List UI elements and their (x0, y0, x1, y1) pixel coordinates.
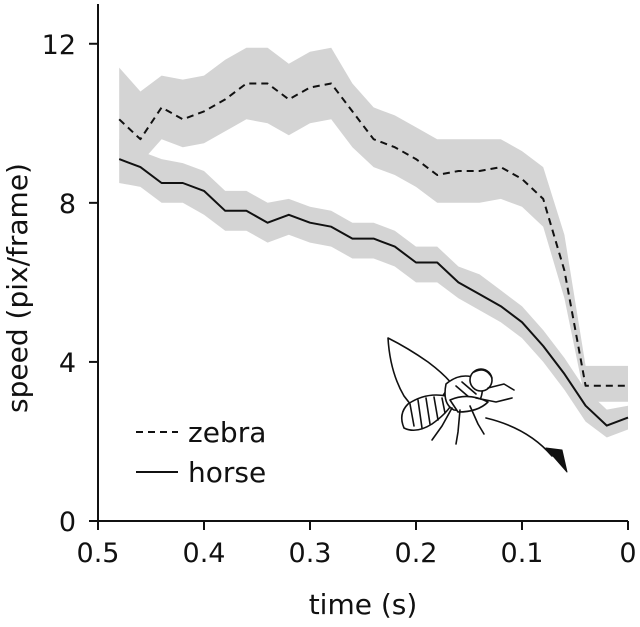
y-tick-label: 0 (59, 507, 76, 538)
band-horse (119, 139, 628, 438)
series-line-zebra (118, 82, 628, 387)
confidence-bands (119, 47, 628, 438)
horsefly-icon (387, 337, 568, 473)
series-line-horse (118, 158, 629, 427)
y-tick-label: 8 (59, 189, 76, 220)
legend-label-horse: horse (188, 456, 266, 489)
y-axis-title: speed (pix/frame) (1, 163, 34, 413)
legend: zebra horse (136, 416, 266, 489)
x-tick-label: 0 (619, 538, 636, 569)
y-tick-label: 12 (42, 30, 76, 61)
series-lines (118, 82, 629, 427)
x-axis-title: time (s) (309, 588, 418, 621)
legend-label-zebra: zebra (188, 416, 266, 449)
y-axis-ticks: 0 4 8 12 (42, 30, 98, 538)
x-tick-label: 0.1 (501, 538, 544, 569)
x-axis-ticks: 0.5 0.4 0.3 0.2 0.1 0 (77, 521, 637, 569)
x-tick-label: 0.4 (183, 538, 226, 569)
band-zebra (119, 47, 628, 402)
x-tick-label: 0.3 (289, 538, 332, 569)
x-tick-label: 0.2 (395, 538, 438, 569)
y-tick-label: 4 (59, 348, 76, 379)
x-tick-label: 0.5 (77, 538, 120, 569)
